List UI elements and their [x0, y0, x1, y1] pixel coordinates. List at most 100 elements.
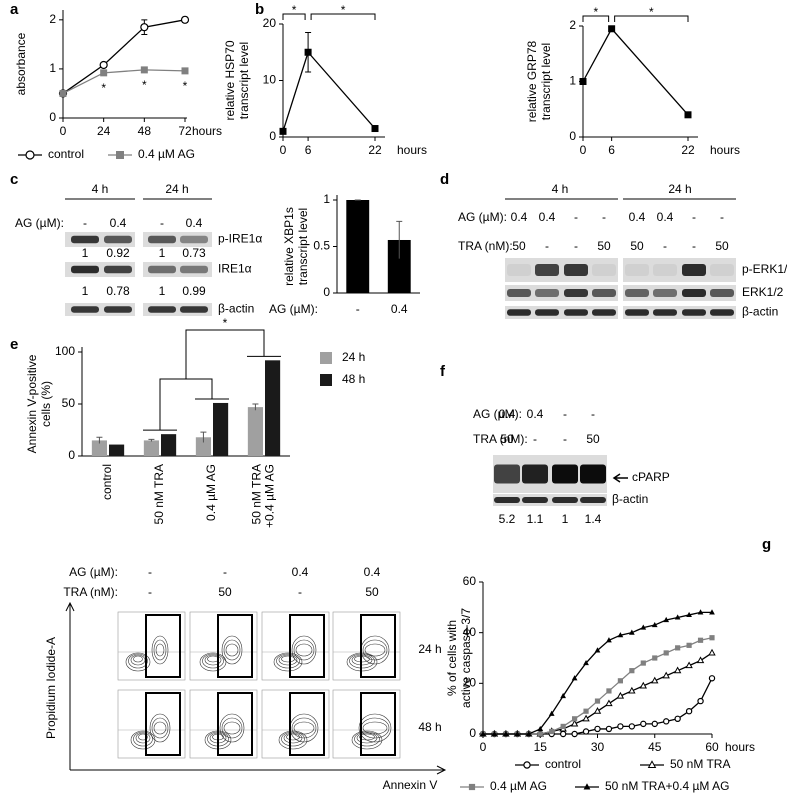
- quant-label: 0.73: [182, 246, 206, 260]
- contour: [219, 713, 245, 743]
- y-axis-label: transcript level: [296, 208, 310, 285]
- marker: [686, 642, 692, 648]
- series-line: [483, 677, 713, 735]
- x-axis-label: AG (µM):: [269, 302, 318, 316]
- blot-band: [564, 289, 588, 297]
- marker: [628, 723, 636, 730]
- blot-band: [592, 264, 616, 276]
- blot-band: [148, 265, 176, 274]
- band-label: cPARP: [632, 470, 670, 484]
- panel-label: g: [762, 536, 771, 553]
- row-label: TRA (nM):: [458, 239, 513, 253]
- marker: [140, 66, 148, 74]
- blot-band: [535, 264, 559, 276]
- marker: [25, 150, 35, 160]
- marker: [468, 783, 476, 791]
- marker: [100, 69, 108, 77]
- time-label: 24 h: [418, 642, 441, 656]
- bar: [265, 360, 281, 456]
- contour: [358, 713, 392, 743]
- contour: [276, 653, 300, 669]
- blot-band: [710, 264, 734, 276]
- blot-band: [625, 264, 649, 276]
- legend-label: 50 nM TRA: [670, 757, 730, 771]
- band-label: β-actin: [612, 492, 648, 506]
- contour: [351, 730, 383, 750]
- x-tick-label: 72: [178, 124, 192, 138]
- marker: [697, 637, 704, 643]
- row-label: AG (µM):: [458, 210, 507, 224]
- row-label: TRA (nM):: [63, 585, 118, 599]
- marker: [537, 731, 543, 737]
- lane-label: 0.4: [657, 210, 674, 224]
- x-tick-label: 50 nM TRA: [250, 464, 264, 524]
- blot-band: [564, 264, 588, 276]
- blot-band: [580, 497, 606, 503]
- quant-label: 1.1: [527, 512, 544, 526]
- time-label: 4 h: [92, 182, 109, 196]
- marker: [549, 728, 555, 735]
- marker: [708, 648, 716, 656]
- lane-label: 0.4: [511, 210, 528, 224]
- time-label: 24 h: [165, 182, 188, 196]
- x-axis-label: Annexin V: [383, 778, 438, 792]
- blot-band: [71, 306, 99, 313]
- lane-label: -: [148, 565, 152, 579]
- marker: [674, 614, 681, 620]
- y-tick-label: 1: [569, 74, 576, 88]
- x-tick-label: control: [100, 464, 114, 500]
- contour: [278, 730, 308, 750]
- lane-label: -: [692, 210, 696, 224]
- y-tick-label: 2: [49, 12, 56, 26]
- marker: [548, 710, 555, 716]
- series-line: [282, 50, 376, 132]
- lane-label: 0.4: [527, 407, 544, 421]
- lane-label: 0.4: [110, 216, 127, 230]
- legend-label: control: [48, 147, 84, 161]
- gate: [360, 692, 396, 756]
- contour: [225, 643, 239, 657]
- x-tick-label: 45: [648, 740, 662, 754]
- y-axis-label: active caspase-3/7: [459, 608, 473, 708]
- flow-plot: [261, 611, 330, 681]
- contour: [204, 654, 222, 666]
- marker: [605, 699, 613, 707]
- significance-bracket: [143, 329, 281, 431]
- contour: [278, 654, 298, 666]
- contour: [223, 639, 241, 661]
- legend-label: 50 nM TRA+0.4 µM AG: [605, 779, 729, 793]
- contour: [135, 732, 151, 744]
- y-tick-label: 0: [49, 110, 56, 124]
- legend-label: 48 h: [342, 372, 365, 386]
- marker: [480, 730, 486, 737]
- quant-label: 0.92: [106, 246, 130, 260]
- y-tick-label: 0.5: [313, 239, 330, 253]
- panel-label: e: [10, 336, 18, 353]
- quant-label: 1: [159, 246, 166, 260]
- marker: [140, 23, 149, 32]
- x-axis-label: hours: [710, 143, 740, 157]
- blot-band: [148, 235, 176, 244]
- marker: [594, 725, 601, 733]
- lane-label: -: [545, 239, 549, 253]
- significance-bracket: [614, 15, 689, 22]
- annotation: *: [649, 5, 654, 19]
- bar: [346, 200, 370, 293]
- error-bar: [148, 438, 155, 442]
- marker: [181, 67, 189, 75]
- marker: [514, 730, 521, 737]
- marker: [583, 708, 589, 714]
- lane-label: -: [574, 239, 578, 253]
- blot-band: [535, 289, 559, 297]
- gate: [217, 614, 253, 678]
- marker: [647, 760, 657, 768]
- x-axis-label: hours: [725, 740, 755, 754]
- lane-label: 50: [597, 239, 611, 253]
- gate: [217, 692, 253, 756]
- marker: [663, 616, 670, 623]
- bar: [91, 440, 107, 456]
- time-label: 4 h: [552, 182, 569, 196]
- gate: [360, 614, 396, 678]
- marker: [651, 621, 658, 628]
- contour: [153, 721, 167, 735]
